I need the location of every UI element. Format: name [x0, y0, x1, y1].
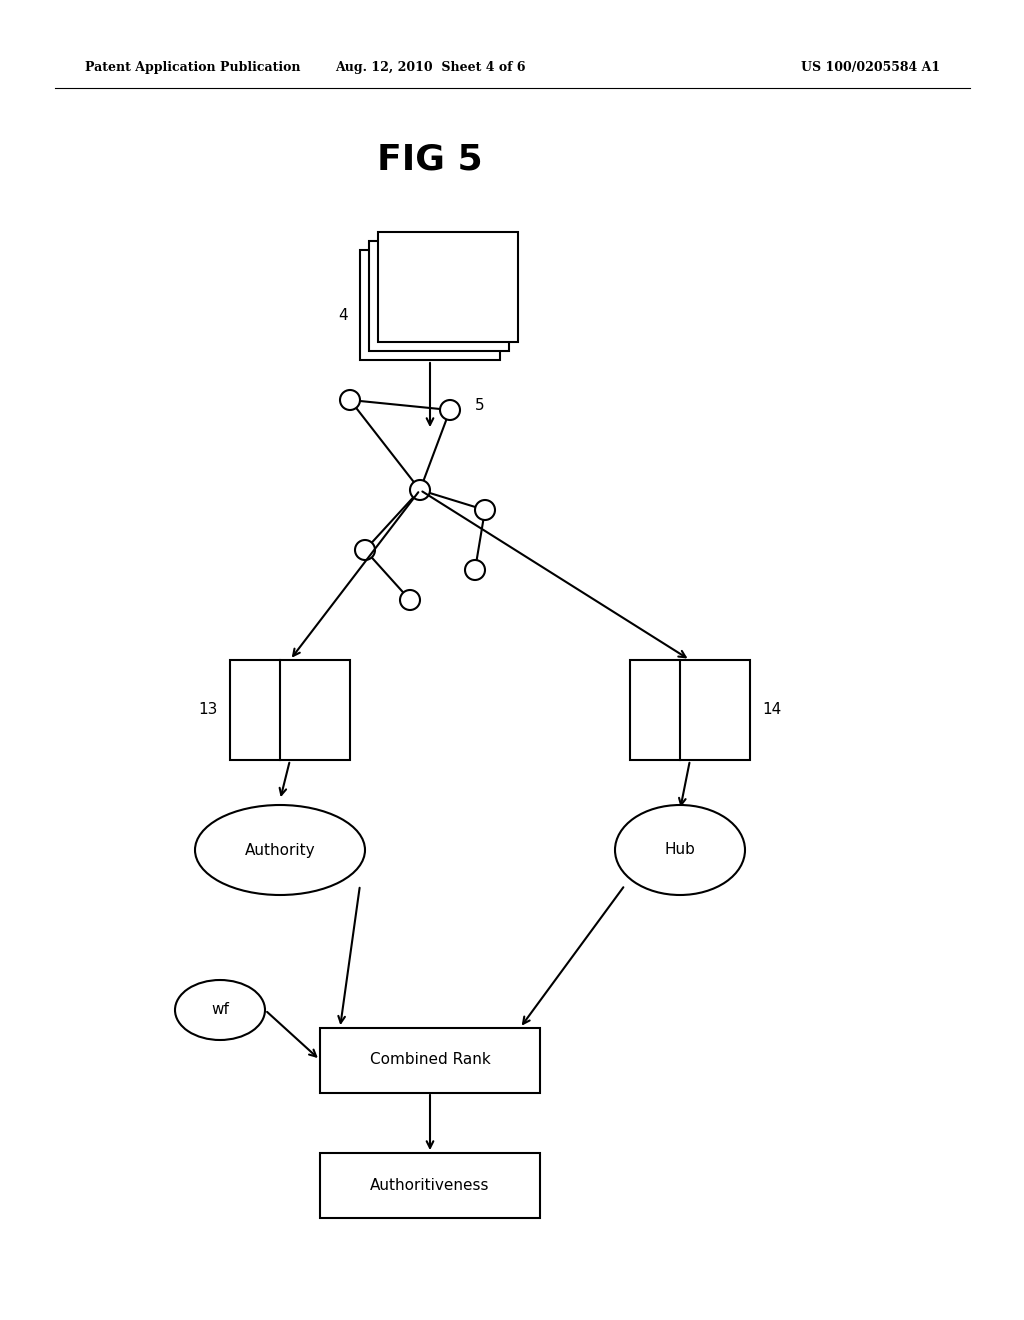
Bar	[360, 249, 500, 360]
Text: 4: 4	[338, 308, 348, 322]
Bar	[369, 242, 509, 351]
Text: Aug. 12, 2010  Sheet 4 of 6: Aug. 12, 2010 Sheet 4 of 6	[335, 62, 525, 74]
Text: Combined Rank: Combined Rank	[370, 1052, 490, 1068]
Bar	[319, 1028, 540, 1093]
Bar	[319, 1152, 540, 1218]
Bar	[378, 232, 518, 342]
Text: wf: wf	[211, 1002, 229, 1018]
Text: FIG 5: FIG 5	[377, 143, 482, 177]
Text: Patent Application Publication: Patent Application Publication	[85, 62, 300, 74]
Text: Authoritiveness: Authoritiveness	[371, 1177, 489, 1192]
Text: 14: 14	[762, 702, 781, 718]
Circle shape	[440, 400, 460, 420]
Ellipse shape	[195, 805, 365, 895]
Circle shape	[410, 480, 430, 500]
Text: 13: 13	[199, 702, 218, 718]
Text: Hub: Hub	[665, 842, 695, 858]
Bar	[630, 660, 750, 760]
Ellipse shape	[175, 979, 265, 1040]
Text: Authority: Authority	[245, 842, 315, 858]
Circle shape	[400, 590, 420, 610]
Circle shape	[340, 389, 360, 411]
Text: 5: 5	[475, 397, 484, 412]
Ellipse shape	[615, 805, 745, 895]
Circle shape	[355, 540, 375, 560]
Circle shape	[465, 560, 485, 579]
Circle shape	[475, 500, 495, 520]
Text: US 100/0205584 A1: US 100/0205584 A1	[801, 62, 940, 74]
Bar	[230, 660, 350, 760]
